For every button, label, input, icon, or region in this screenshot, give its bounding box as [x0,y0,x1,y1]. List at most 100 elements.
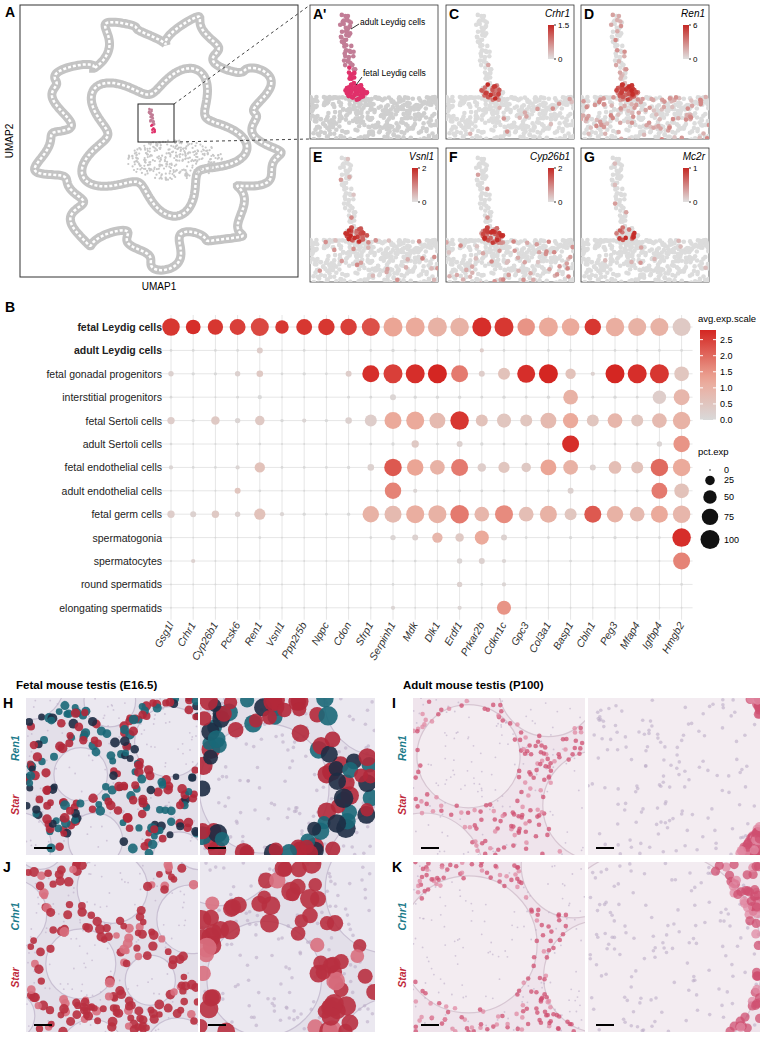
cell [347,94,352,99]
cell [409,126,414,131]
cell [469,110,474,115]
cell [486,62,491,67]
cell [614,63,619,68]
cell [622,54,627,59]
umap-cell [132,165,134,167]
cell [343,63,348,68]
panel-label: D [584,6,594,22]
umap-cell [175,154,177,156]
umap-cell [205,169,207,171]
umap-cell [213,161,215,163]
cell [460,95,465,100]
umap-cell [145,162,147,164]
annotation-line [351,24,359,29]
umap-cell [143,165,145,167]
cell [446,105,451,110]
cell [359,95,364,100]
umap-cell [211,147,213,149]
umap-cell [154,177,156,179]
colorbar-tick [689,59,691,60]
umap-cell [136,160,138,162]
cell [617,33,622,38]
umap-cell [199,144,201,146]
cell [605,121,610,126]
colorbar-tick [554,25,556,26]
cell [654,112,659,117]
umap-cell [217,154,219,156]
cell [583,137,588,139]
colorbar [683,25,689,59]
umap-cell [159,164,161,166]
umap-cell [165,165,167,167]
umap-cell [170,167,172,169]
cell [549,117,554,122]
cell [321,122,326,127]
umap-cell [186,165,188,167]
cell [670,105,675,110]
cell [568,135,573,140]
cell [549,122,554,127]
cell [486,63,491,68]
cell [483,48,488,53]
umap-cell [141,172,143,174]
umap-cell [154,160,156,162]
umap-cell [135,171,137,173]
cell [647,121,652,126]
cell [329,118,334,123]
cell [504,108,509,113]
cell [680,126,685,131]
cell [701,131,706,136]
cell [328,123,333,128]
umap-cell [182,159,184,161]
umap-cell [131,155,133,157]
umap-leydig-cell [148,108,150,110]
umap-cell [176,155,178,157]
umap-cell [164,156,166,158]
cell [602,102,607,107]
cell [489,105,494,110]
umap-cell [208,172,210,174]
cell [347,70,352,75]
umap-cell [207,152,209,154]
cell [340,29,345,34]
umap-cell [220,153,222,155]
cell [497,105,502,110]
cell [450,116,455,121]
cell [690,104,695,109]
umap-cell [164,159,166,161]
cell [496,92,501,97]
cell [527,132,532,137]
umap-cell [139,148,141,150]
umap-cell [134,150,136,152]
cell [615,29,620,34]
cell [658,126,663,131]
cell [619,24,624,29]
umap-cell [158,168,160,170]
umap-cell [169,163,171,165]
cell [557,121,562,126]
cell [324,95,329,100]
cell [519,123,524,128]
cell [457,121,462,126]
umap-cell [161,178,163,180]
cell [477,19,482,24]
cell [452,138,457,139]
umap-cell [196,142,198,144]
umap-cell [189,152,191,154]
cell [647,105,652,110]
umap-cell [202,148,204,150]
cell [617,14,622,19]
cell [604,110,609,115]
umap-cell [212,154,214,156]
umap-cell [187,152,189,154]
cell [589,126,594,131]
cell [357,124,362,129]
umap-cell [159,147,161,149]
umap-cell [149,151,151,153]
cell [404,112,409,117]
cell [617,59,622,64]
cell [553,131,558,136]
panel-frame [310,5,438,139]
cell [341,19,346,24]
umap-cell [198,158,200,160]
